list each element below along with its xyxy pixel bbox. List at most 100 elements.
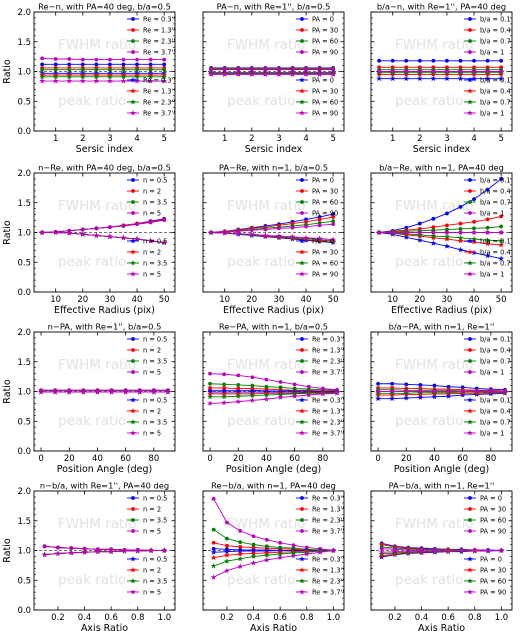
legend-marker xyxy=(131,529,135,533)
fwhm-data-point xyxy=(304,224,308,229)
fwhm-data-point xyxy=(404,58,409,63)
legend-marker xyxy=(130,589,136,595)
x-tick-label: 40 xyxy=(92,454,103,464)
panel-title: PA−Re, with n=1, b/a=0.5 xyxy=(219,163,328,173)
legend-label: Re = 0.3'' xyxy=(143,16,175,24)
fwhm-data-point xyxy=(108,62,112,67)
peak-data-point xyxy=(376,229,382,235)
legend-label: PA = 90 xyxy=(312,271,338,279)
fwhm-data-point xyxy=(320,386,325,391)
legend-label: n = 5 xyxy=(143,528,161,536)
legend-marker xyxy=(131,518,135,522)
x-tick-label: 1.0 xyxy=(495,613,509,623)
x-axis-label: Position Angle (deg) xyxy=(394,464,489,475)
legend-label: Re = 0.3'' xyxy=(143,77,175,85)
peak-data-point xyxy=(263,392,270,398)
legend-label: b/a = 0.4 xyxy=(480,188,511,196)
legend-label: Re = 2.3'' xyxy=(143,38,175,46)
peak-data-point xyxy=(161,547,168,553)
peak-data-point xyxy=(151,389,157,395)
x-tick-label: 80 xyxy=(317,454,328,464)
peak-data-point xyxy=(305,392,312,398)
y-tick-label: 0.5 xyxy=(17,576,31,586)
fwhm-data-point xyxy=(225,543,229,548)
fwhm-data-point xyxy=(67,67,72,72)
fwhm-data-point xyxy=(80,227,85,232)
fwhm-data-point xyxy=(40,56,45,61)
x-tick-label: 10 xyxy=(219,295,230,305)
legend-marker xyxy=(130,271,136,277)
peak-data-point xyxy=(134,548,141,554)
peak-data-point xyxy=(95,548,101,555)
x-tick-label: 30 xyxy=(274,295,285,305)
legend-label: b/a = 0.1 xyxy=(480,336,511,344)
peak-data-point xyxy=(66,78,73,84)
panel-title: b/a−PA, with n=1, Re=1'' xyxy=(389,322,495,332)
x-tick-label: 40 xyxy=(429,454,440,464)
peak-data-point xyxy=(276,233,282,239)
legend-label: PA = 30 xyxy=(312,249,338,257)
fwhm-data-point xyxy=(264,544,269,549)
legend-marker xyxy=(467,99,473,105)
x-axis-label: Effective Radius (pix) xyxy=(391,305,492,316)
fwhm-data-point xyxy=(472,58,476,63)
peak-data-point xyxy=(389,71,396,77)
legend-label: b/a = 0.7 xyxy=(480,38,511,46)
peak-data-point xyxy=(444,68,450,74)
x-axis-label: Effective Radius (pix) xyxy=(54,305,155,316)
x-axis-label: Axis Ratio xyxy=(418,623,465,631)
peak-data-point xyxy=(473,388,480,394)
panel-9: FWHM ratio peak ratio 0 20 40 60 80 b/a−PA, wit… xyxy=(370,322,513,475)
fwhm-series-line-2 xyxy=(379,216,502,233)
peak-series-line-4 xyxy=(213,550,334,578)
legend-label: Re = 3.7'' xyxy=(143,49,175,57)
peak-data-point xyxy=(389,68,396,74)
fwhm-data-point xyxy=(431,216,436,221)
legend-marker xyxy=(299,578,305,584)
peak-series-line-2 xyxy=(213,550,334,559)
watermark-peak-ratio: peak ratio xyxy=(227,572,295,588)
x-tick-label: 60 xyxy=(457,454,468,464)
peak-data-point xyxy=(248,71,255,77)
peak-data-point xyxy=(444,229,450,235)
legend-marker xyxy=(130,408,136,414)
legend-label: b/a = 0.4 xyxy=(480,27,511,35)
peak-data-point xyxy=(403,388,410,394)
peak-data-point xyxy=(210,554,217,561)
fwhm-data-point xyxy=(472,197,476,202)
legend-marker xyxy=(468,39,472,43)
x-tick-label: 5 xyxy=(161,134,166,144)
peak-data-point xyxy=(107,73,113,80)
legend-marker xyxy=(467,397,473,403)
fwhm-series-line-2 xyxy=(378,387,505,392)
peak-data-point xyxy=(457,246,464,253)
legend-marker xyxy=(131,507,135,511)
watermark-fwhm-ratio: FWHM ratio xyxy=(395,357,473,373)
x-tick-label: 4 xyxy=(471,134,476,144)
peak-data-point xyxy=(136,389,143,395)
legend-marker xyxy=(467,238,473,244)
fwhm-series-line-2 xyxy=(210,387,337,392)
fwhm-data-point xyxy=(211,540,216,545)
legend-marker xyxy=(467,556,473,562)
legend-marker xyxy=(467,77,473,83)
peak-data-point xyxy=(224,548,230,555)
peak-data-point xyxy=(250,550,257,556)
panel-title: n−b/a, with Re=1'', PA=40 deg xyxy=(40,481,169,491)
panel-10: FWHM ratio peak ratio 0.0 0.5 1.0 1.5 2.0 0.2 0.… xyxy=(2,481,176,631)
peak-data-point xyxy=(122,389,129,395)
peak-data-point xyxy=(221,230,228,236)
fwhm-data-point xyxy=(162,62,167,67)
peak-data-point xyxy=(316,235,323,241)
fwhm-data-point xyxy=(404,382,409,387)
peak-data-point xyxy=(392,548,398,555)
legend-label: PA = 90 xyxy=(480,528,506,536)
legend-marker xyxy=(300,507,304,511)
fwhm-data-point xyxy=(135,57,139,62)
fwhm-data-point xyxy=(264,537,269,542)
peak-data-point xyxy=(237,563,244,569)
watermark-peak-ratio: peak ratio xyxy=(395,254,463,270)
legend-label: n = 3.5 xyxy=(143,199,167,207)
legend-label: PA = 30 xyxy=(480,506,506,514)
peak-data-point xyxy=(276,71,282,77)
